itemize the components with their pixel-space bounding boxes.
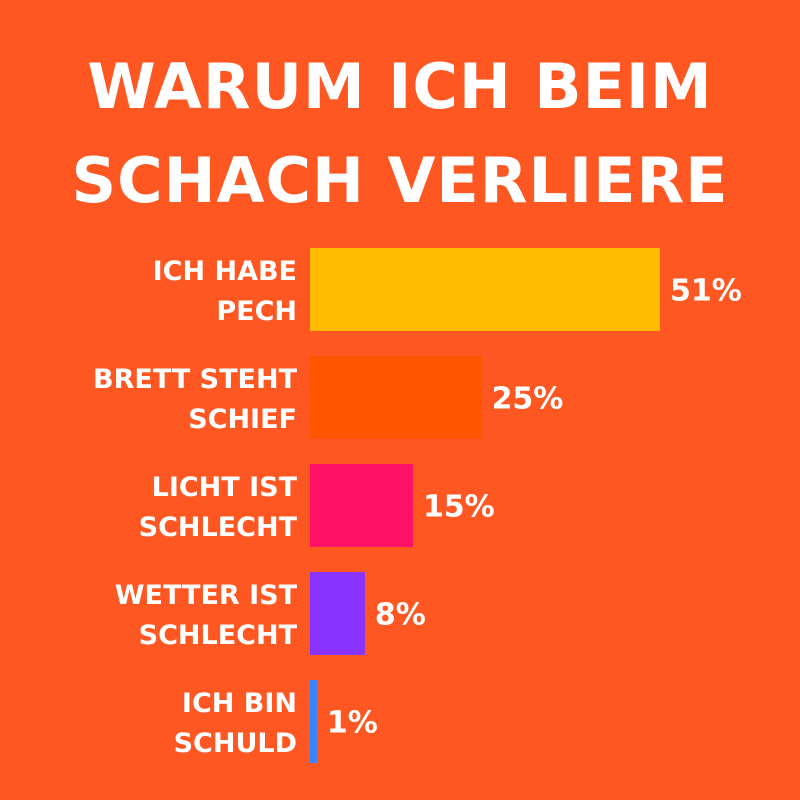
- category-label-1-line-1: ICH HABE: [153, 256, 297, 287]
- chart-title-line-2: SCHACH VERLIERE: [71, 144, 728, 217]
- value-label-2: 25%: [492, 382, 564, 417]
- chart-title-line-1: WARUM ICH BEIM: [87, 50, 712, 123]
- bars: 51% ICH HABE PECH 25% BRETT STEHT SCHIEF 15% LI…: [93, 248, 742, 763]
- category-label-4-line-2: SCHLECHT: [139, 620, 298, 651]
- value-label-3: 15%: [423, 490, 495, 525]
- bar-2: [310, 356, 482, 439]
- category-label-3-line-2: SCHLECHT: [139, 512, 298, 543]
- category-label-2-line-2: SCHIEF: [188, 404, 297, 435]
- category-label-2-line-1: BRETT STEHT: [93, 364, 298, 395]
- chart-title: WARUM ICH BEIM SCHACH VERLIERE: [71, 50, 728, 217]
- value-label-5: 1%: [327, 706, 378, 741]
- bar-4: [310, 572, 365, 655]
- category-label-4-line-1: WETTER IST: [115, 580, 298, 611]
- category-label-1-line-2: PECH: [216, 296, 297, 327]
- bar-3: [310, 464, 413, 547]
- bar-1: [310, 248, 660, 331]
- bar-5: [310, 680, 317, 763]
- category-label-5-line-1: ICH BIN: [182, 688, 297, 719]
- value-label-4: 8%: [375, 598, 426, 633]
- category-label-3-line-1: LICHT IST: [152, 472, 298, 503]
- value-label-1: 51%: [670, 274, 742, 309]
- category-label-5-line-2: SCHULD: [174, 728, 297, 759]
